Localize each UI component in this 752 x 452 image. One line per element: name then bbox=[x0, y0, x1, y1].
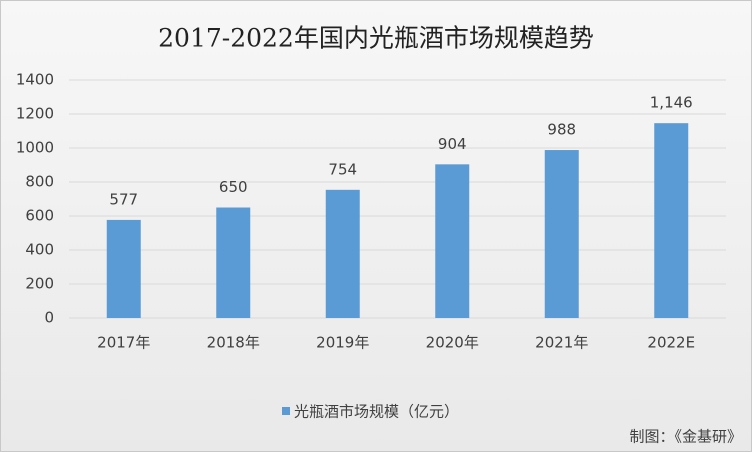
chart-title: 2017-2022年国内光瓶酒市场规模趋势 bbox=[158, 24, 594, 53]
value-label: 988 bbox=[547, 121, 576, 139]
legend-label: 光瓶酒市场规模（亿元） bbox=[294, 403, 459, 421]
value-label: 577 bbox=[109, 190, 138, 208]
y-tick-label: 200 bbox=[25, 275, 54, 293]
x-tick-label: 2022E bbox=[647, 334, 695, 352]
value-label: 650 bbox=[219, 178, 248, 196]
value-label: 754 bbox=[328, 160, 357, 178]
y-tick-label: 1200 bbox=[16, 105, 54, 123]
y-tick-label: 1400 bbox=[16, 71, 54, 89]
bar bbox=[106, 219, 141, 318]
x-tick-label: 2018年 bbox=[207, 334, 260, 352]
bar bbox=[216, 207, 251, 318]
bar bbox=[544, 150, 579, 318]
y-tick-label: 1000 bbox=[16, 139, 54, 157]
y-tick-label: 0 bbox=[44, 309, 54, 327]
y-tick-label: 400 bbox=[25, 241, 54, 259]
y-tick-label: 600 bbox=[25, 207, 54, 225]
y-tick-label: 800 bbox=[25, 173, 54, 191]
value-label: 1,146 bbox=[650, 94, 693, 112]
x-tick-label: 2019年 bbox=[316, 334, 369, 352]
source-note: 制图：《金基研》 bbox=[629, 428, 742, 446]
bar bbox=[654, 123, 689, 319]
legend-swatch bbox=[282, 407, 290, 415]
x-tick-label: 2020年 bbox=[426, 334, 479, 352]
x-tick-label: 2017年 bbox=[97, 334, 150, 352]
bar bbox=[325, 189, 360, 318]
value-label: 904 bbox=[438, 135, 467, 153]
bar bbox=[435, 164, 470, 318]
x-tick-label: 2021年 bbox=[535, 334, 588, 352]
